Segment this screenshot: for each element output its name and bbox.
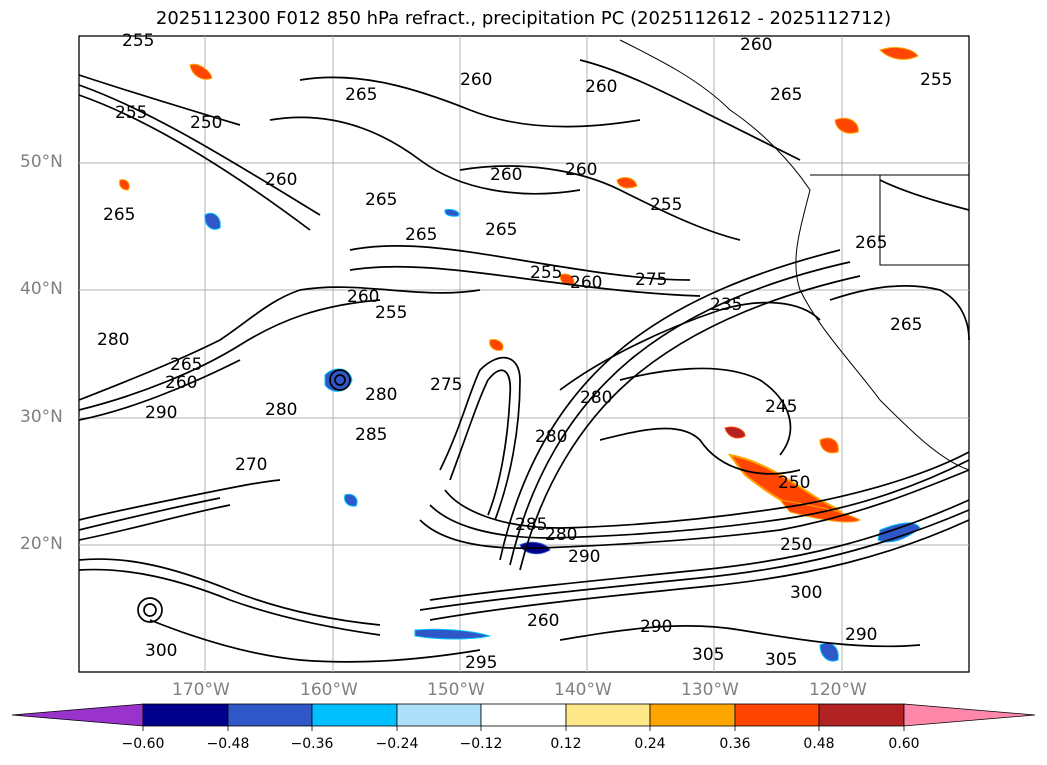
precip-shading xyxy=(119,47,921,662)
contour-label: 260 xyxy=(460,70,492,90)
lat-label-40n: 40°N xyxy=(20,279,63,299)
contour-label: 295 xyxy=(465,653,497,673)
contour-label: 265 xyxy=(170,355,202,375)
contour-label: 305 xyxy=(692,645,724,665)
colorbar-tick-label: 0.48 xyxy=(803,736,835,752)
lon-label-140w: 140°W xyxy=(554,680,612,700)
contour-label: 290 xyxy=(568,547,600,567)
contour-label: 265 xyxy=(485,220,517,240)
colorbar-tick-label: 0.24 xyxy=(634,736,666,752)
contour-label: 265 xyxy=(365,190,397,210)
contour-label: 260 xyxy=(165,373,197,393)
lon-label-160w: 160°W xyxy=(300,680,358,700)
contour-label: 260 xyxy=(527,611,559,631)
colorbar-tick-label: 0.12 xyxy=(550,736,582,752)
colorbar-extend-low xyxy=(11,703,144,727)
refractivity-contours xyxy=(78,59,970,663)
lat-label-50n: 50°N xyxy=(20,152,63,172)
contour-label: 265 xyxy=(770,85,802,105)
lon-label-130w: 130°W xyxy=(681,680,739,700)
colorbar-tick-label: 0.60 xyxy=(888,736,920,752)
contour-label: 255 xyxy=(650,195,682,215)
colorbar-tick-label: 0.36 xyxy=(719,736,751,752)
graticule xyxy=(79,36,969,672)
contour-label: 255 xyxy=(375,303,407,323)
colorbar-segment xyxy=(480,703,567,727)
contour-label: 255 xyxy=(115,103,147,123)
contour-label: 235 xyxy=(710,295,742,315)
coastline xyxy=(619,39,970,471)
contour-label: 270 xyxy=(235,455,267,475)
contour-label: 280 xyxy=(580,388,612,408)
contour-label: 265 xyxy=(890,315,922,335)
colorbar-extend-high xyxy=(903,703,1036,727)
contour-label: 280 xyxy=(265,400,297,420)
colorbar-tick-label: −0.48 xyxy=(206,736,250,752)
contour-label: 260 xyxy=(347,287,379,307)
contour-label: 250 xyxy=(190,113,222,133)
plot-title: 2025112300 F012 850 hPa refract., precip… xyxy=(155,8,892,29)
contour-label: 260 xyxy=(740,35,772,55)
colorbar-segment xyxy=(396,703,482,727)
colorbar-segment xyxy=(142,703,229,727)
contour-label: 260 xyxy=(585,77,617,97)
contour-label: 280 xyxy=(545,525,577,545)
contour-label: 285 xyxy=(515,515,547,535)
colorbar-tick-label: −0.60 xyxy=(121,736,165,752)
contour-label: 250 xyxy=(778,473,810,493)
contour-label: 255 xyxy=(920,70,952,90)
map-frame xyxy=(78,35,970,673)
contour-label: 290 xyxy=(640,617,672,637)
colorbar-segment xyxy=(565,703,651,727)
contour-label: 280 xyxy=(97,330,129,350)
colorbar-segment xyxy=(227,703,313,727)
colorbar-tick-label: −0.12 xyxy=(459,736,503,752)
contour-labels: 255 250 260 265 260 265 260 255 260 265 … xyxy=(97,31,952,673)
contour-label: 255 xyxy=(122,31,154,51)
contour-label: 285 xyxy=(355,425,387,445)
colorbar-segment xyxy=(818,703,905,727)
colorbar-segment xyxy=(311,703,398,727)
contour-label: 280 xyxy=(535,427,567,447)
colorbar-tick-label: −0.24 xyxy=(375,736,419,752)
contour-label: 260 xyxy=(570,273,602,293)
contour-label: 245 xyxy=(765,397,797,417)
contour-label: 280 xyxy=(365,385,397,405)
contour-label: 265 xyxy=(405,225,437,245)
lat-label-20n: 20°N xyxy=(20,534,63,554)
contour-label: 290 xyxy=(145,403,177,423)
contour-label: 265 xyxy=(855,233,887,253)
colorbar-segment xyxy=(649,703,736,727)
contour-label: 275 xyxy=(635,270,667,290)
lon-label-120w: 120°W xyxy=(809,680,867,700)
contour-label: 255 xyxy=(530,263,562,283)
colorbar-segment xyxy=(734,703,820,727)
colorbar xyxy=(11,703,1036,731)
lon-label-170w: 170°W xyxy=(172,680,230,700)
contour-label: 265 xyxy=(345,85,377,105)
lon-label-150w: 150°W xyxy=(427,680,485,700)
contour-label: 275 xyxy=(430,375,462,395)
lat-label-30n: 30°N xyxy=(20,407,63,427)
contour-label: 260 xyxy=(565,160,597,180)
contour-label: 300 xyxy=(145,641,177,661)
contour-label: 265 xyxy=(103,205,135,225)
contour-label: 250 xyxy=(780,535,812,555)
contour-label: 260 xyxy=(265,170,297,190)
contour-label: 305 xyxy=(765,650,797,670)
colorbar-tick-label: −0.36 xyxy=(290,736,334,752)
contour-label: 290 xyxy=(845,625,877,645)
contour-label: 300 xyxy=(790,583,822,603)
contour-label: 260 xyxy=(490,165,522,185)
